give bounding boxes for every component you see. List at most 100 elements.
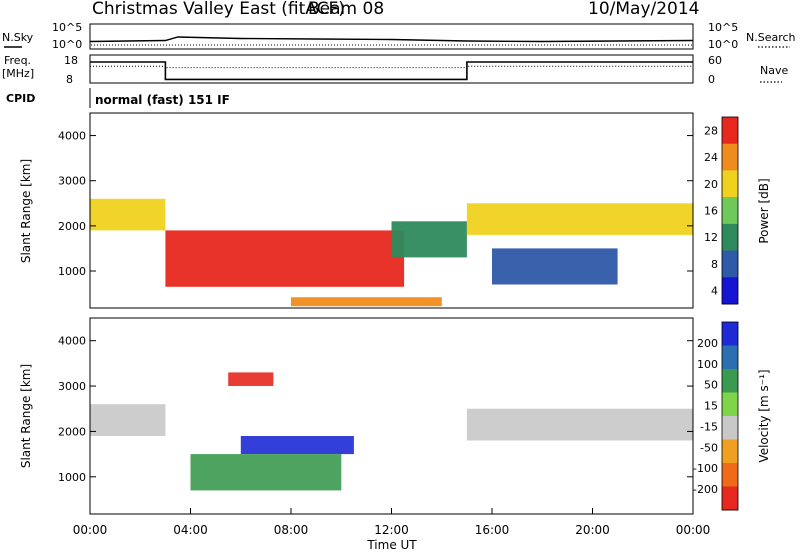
velocity-colorbar: 200 100 50 15 -15 -50 -100 -200	[693, 321, 739, 511]
ytick-label: 2000	[58, 425, 86, 438]
noise-right-tick-top: 10^5	[708, 21, 738, 34]
colorbar-tick-label: 24	[704, 151, 718, 164]
velocity-data	[90, 372, 693, 491]
ytick-label: 1000	[58, 265, 86, 278]
colorbar-swatch	[722, 223, 738, 252]
x-axis-label: Time UT	[366, 538, 417, 552]
power-data	[90, 198, 693, 307]
noise-right-tick-bottom: 10^0	[708, 38, 738, 51]
feature-1	[165, 230, 405, 287]
feature-4	[228, 372, 274, 386]
freq-unit: [MHz]	[2, 67, 34, 80]
velocity-ticks: 1000 2000 3000 4000	[58, 335, 693, 484]
xtick-label: 12:00	[374, 523, 409, 537]
colorbar-swatch	[722, 416, 738, 440]
colorbar-frame	[721, 321, 739, 511]
colorbar-swatch	[722, 322, 738, 346]
colorbar-swatch	[722, 250, 738, 278]
noise-series	[89, 36, 694, 46]
noise-left-label: N.Sky	[2, 31, 34, 44]
xtick-label: 16:00	[475, 523, 510, 537]
frequency-frame	[89, 54, 694, 84]
ytick-label: 3000	[58, 175, 86, 188]
feature-3	[466, 408, 693, 441]
colorbar-swatch	[722, 486, 738, 511]
xtick-label: 08:00	[274, 523, 309, 537]
beam-label: Beam 08	[308, 0, 384, 19]
colorbar-tick-label: -50	[700, 441, 718, 454]
power-colorbar: 4 8 12 16 20 24 28	[704, 116, 739, 305]
figure-title: Christmas Valley East (fitACF)	[92, 0, 345, 19]
noise-panel: N.Sky 10^5 10^0 10^5 10^0 N.Search	[2, 21, 796, 51]
ytick-label: 1000	[58, 471, 86, 484]
ytick-label: 2000	[58, 220, 86, 233]
feature-0	[90, 198, 166, 231]
colorbar-swatch	[722, 143, 738, 171]
cpid-label: CPID	[6, 92, 35, 105]
power-frame	[89, 112, 694, 309]
power-ticks: 1000 2000 3000 4000	[58, 130, 693, 278]
ytick-label: 3000	[58, 380, 86, 393]
frequency-panel: Freq. [MHz] 18 8 60 0 Nave	[2, 54, 788, 86]
colorbar-tick-label: 20	[704, 178, 718, 191]
freq-tick-bottom: 8	[66, 73, 73, 86]
noise-left-tick-top: 10^5	[52, 21, 82, 34]
ytick-label: 4000	[58, 130, 86, 143]
nave-tick-top: 60	[708, 54, 722, 67]
cpid-panel: CPID normal (fast) 151 IF	[6, 88, 230, 108]
power-colorbar-label: Power [dB]	[757, 178, 771, 243]
colorbar-swatch	[722, 392, 738, 417]
freq-tick-top: 18	[64, 54, 78, 67]
power-ylabel: Slant Range [km]	[19, 159, 33, 263]
date-label: 10/May/2014	[588, 0, 700, 19]
colorbar-swatch	[722, 463, 738, 487]
frequency-series	[90, 61, 693, 81]
colorbar-tick-label: 16	[704, 205, 718, 218]
colorbar-tick-label: 12	[704, 231, 718, 244]
cpid-text: normal (fast) 151 IF	[95, 93, 230, 107]
velocity-ylabel: Slant Range [km]	[19, 364, 33, 468]
noise-sky-line	[89, 36, 694, 43]
colorbar-tick-label: 28	[704, 124, 718, 137]
colorbar-frame	[721, 116, 739, 305]
xtick-label: 00:00	[676, 523, 711, 537]
colorbar-swatch	[722, 345, 738, 370]
colorbar-swatch	[722, 369, 738, 393]
feature-3	[466, 203, 693, 235]
colorbar-tick-label: 50	[704, 379, 718, 392]
colorbar-swatch	[722, 439, 738, 464]
velocity-colorbar-label: Velocity [m s⁻¹]	[757, 369, 771, 462]
frequency-line	[90, 61, 693, 81]
noise-frame	[89, 23, 694, 50]
feature-2	[391, 221, 467, 258]
ytick-label: 4000	[58, 335, 86, 348]
noise-left-tick-bottom: 10^0	[52, 38, 82, 51]
freq-label: Freq.	[4, 54, 31, 67]
x-axis: 00:00 04:00 08:00 12:00 16:00 20:00 00:00	[73, 508, 711, 537]
colorbar-tick-label: 100	[697, 358, 718, 371]
feature-5	[291, 297, 442, 307]
colorbar-tick-label: 4	[711, 285, 718, 298]
colorbar-tick-label: -15	[700, 420, 718, 433]
colorbar-tick-label: -100	[693, 462, 718, 475]
feature-1	[240, 436, 354, 455]
xtick-label: 20:00	[575, 523, 610, 537]
colorbar-tick-label: 200	[697, 337, 718, 350]
feature-4	[492, 248, 618, 285]
colorbar-tick-label: 8	[711, 258, 718, 271]
xtick-label: 04:00	[173, 523, 208, 537]
noise-right-label: N.Search	[746, 31, 796, 44]
power-panel: 1000 2000 3000 4000 Slant Range [km] 4 8 12 16…	[19, 112, 771, 309]
velocity-panel: 1000 2000 3000 4000 Slant Range [km] 200 100…	[19, 317, 771, 515]
nave-line	[90, 65, 693, 69]
nave-label: Nave	[760, 64, 788, 77]
colorbar-swatch	[722, 277, 738, 305]
feature-0	[90, 404, 166, 436]
feature-2	[190, 454, 342, 491]
colorbar-swatch	[722, 170, 738, 198]
colorbar-swatch	[722, 197, 738, 225]
colorbar-tick-label: 15	[704, 400, 718, 413]
xtick-label: 00:00	[73, 523, 108, 537]
colorbar-swatch	[722, 117, 738, 145]
